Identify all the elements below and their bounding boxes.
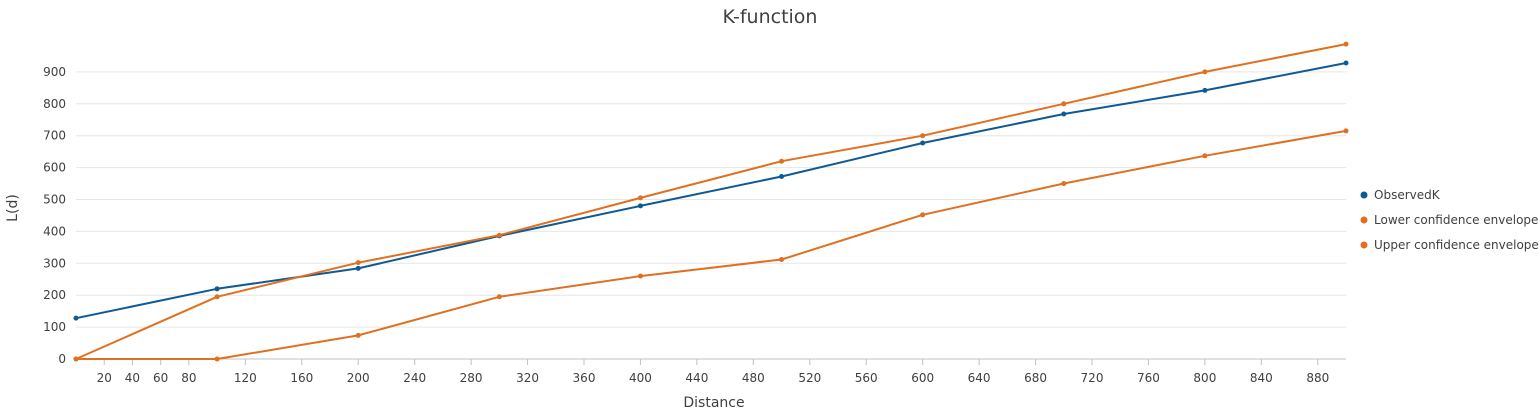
x-tick-label: 160 [290,371,313,385]
x-tick-label: 800 [1193,371,1216,385]
y-tick-label: 400 [43,224,66,238]
legend-label-upper-confidence-envelope: Upper confidence envelope [1374,238,1539,252]
upper-confidence-envelope-point [1343,41,1349,47]
lower-confidence-envelope-line [76,129,1347,360]
upper-confidence-envelope-point [1202,69,1208,75]
lower-confidence-envelope-point [637,273,643,279]
x-tick-label: 440 [685,371,708,385]
x-tick-label: 200 [347,371,370,385]
legend-label-observedk: ObservedK [1374,188,1441,202]
chart-title: K-function [723,6,818,28]
x-tick-label: 360 [573,371,596,385]
x-tick-label: 20 [97,371,112,385]
observedk-point [1202,87,1208,93]
y-tick-label: 500 [43,193,66,207]
y-tick-label: 800 [43,97,66,111]
upper-confidence-envelope-point [355,260,361,266]
x-tick-label: 40 [125,371,140,385]
observedk-point [637,203,643,209]
x-tick-label: 240 [403,371,426,385]
x-tick-label: 120 [234,371,257,385]
legend-marker-lower-confidence-envelope [1360,216,1368,224]
lower-confidence-envelope-point [496,294,502,300]
y-tick-label: 100 [43,320,66,334]
observedk-point [355,265,361,271]
upper-confidence-envelope-point [496,232,502,238]
lower-confidence-envelope-point [1202,153,1208,159]
y-tick-label: 700 [43,129,66,143]
x-tick-label: 80 [181,371,196,385]
x-tick-label: 480 [742,371,765,385]
y-tick-label: 600 [43,161,66,175]
lower-confidence-envelope-point [355,332,361,338]
observedk-point [920,140,926,146]
x-tick-label: 880 [1306,371,1329,385]
lower-confidence-envelope-point [920,212,926,218]
lower-confidence-envelope-point [1343,128,1349,134]
x-tick-label: 600 [911,371,934,385]
observedk-point [1343,60,1349,66]
y-tick-label: 900 [43,65,66,79]
upper-confidence-envelope-point [637,195,643,201]
observedk-point [214,286,220,292]
y-tick-label: 0 [58,352,66,366]
upper-confidence-envelope-point [779,158,785,164]
upper-confidence-envelope-point [214,294,220,300]
observedk-point [73,315,79,321]
x-tick-label: 60 [153,371,168,385]
x-tick-label: 720 [1081,371,1104,385]
y-axis-label: L(d) [5,194,21,222]
upper-confidence-envelope-point [73,356,79,362]
x-tick-label: 280 [460,371,483,385]
lower-confidence-envelope-point [1061,181,1067,187]
grid-layer [76,71,1346,328]
x-tick-label: 520 [798,371,821,385]
x-tick-label: 320 [516,371,539,385]
x-tick-label: 760 [1137,371,1160,385]
upper-confidence-envelope-point [1061,101,1067,107]
observedk-line [75,62,1347,320]
x-tick-label: 680 [1024,371,1047,385]
series-layer [73,41,1349,362]
legend-marker-observedk [1360,191,1368,199]
x-tick-label: 400 [629,371,652,385]
y-tick-label: 300 [43,256,66,270]
x-tick-label: 560 [855,371,878,385]
legend: ObservedK Lower confidence envelope Upper … [1360,188,1539,252]
observedk-point [779,174,785,180]
upper-confidence-envelope-point [920,133,926,139]
x-axis-label: Distance [683,395,744,411]
x-tick-label: 840 [1250,371,1273,385]
legend-marker-upper-confidence-envelope [1360,241,1368,249]
lower-confidence-envelope-point [779,256,785,262]
y-tick-label: 200 [43,288,66,302]
axis-layer: 0 100 200 300 400 500 600 700 800 900 20 40 60 80 120 1… [43,65,1346,385]
legend-label-lower-confidence-envelope: Lower confidence envelope [1374,213,1538,227]
x-tick-label: 640 [968,371,991,385]
observedk-point [1061,111,1067,117]
upper-confidence-envelope-line [75,43,1347,360]
lower-confidence-envelope-point [214,356,220,362]
